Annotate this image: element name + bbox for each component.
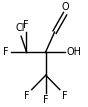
Text: Cl: Cl (15, 23, 25, 33)
Text: F: F (23, 20, 28, 30)
Text: F: F (43, 95, 49, 105)
Text: OH: OH (67, 47, 82, 57)
Text: F: F (3, 47, 9, 57)
Text: F: F (24, 91, 30, 101)
Text: F: F (62, 91, 67, 101)
Text: O: O (61, 2, 69, 12)
